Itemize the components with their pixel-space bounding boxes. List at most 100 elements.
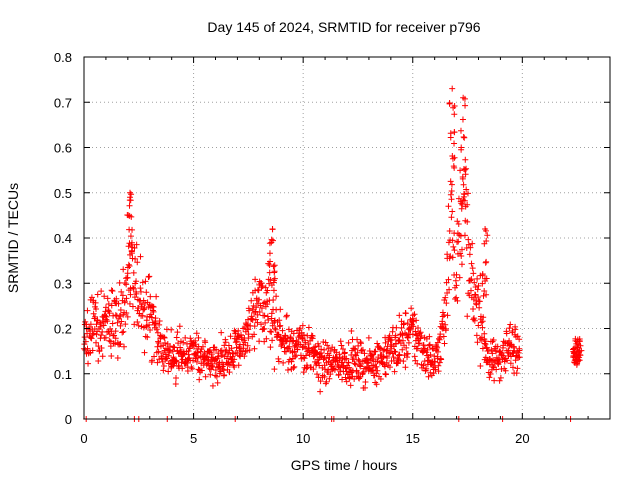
data-point: [411, 311, 418, 318]
data-point: [574, 344, 581, 351]
data-point: [577, 351, 584, 358]
data-point: [473, 301, 480, 308]
data-point: [348, 328, 355, 335]
data-point: [435, 362, 442, 369]
data-point: [201, 349, 208, 356]
data-point: [94, 316, 101, 323]
data-point: [476, 298, 483, 305]
data-point: [84, 345, 91, 352]
data-point: [479, 280, 486, 287]
data-point: [297, 325, 304, 332]
x-tick-label: 20: [515, 431, 529, 446]
data-point: [456, 274, 463, 281]
data-point: [382, 371, 389, 378]
data-point: [391, 348, 398, 355]
data-point: [386, 332, 393, 339]
data-point: [153, 326, 160, 333]
data-point: [240, 345, 247, 352]
data-point: [436, 359, 443, 366]
data-point: [300, 369, 307, 376]
data-point: [115, 300, 122, 307]
data-point: [447, 130, 454, 137]
data-point: [95, 343, 102, 350]
data-point: [481, 330, 488, 337]
data-point: [384, 343, 391, 350]
data-point: [475, 322, 482, 329]
data-point: [339, 376, 346, 383]
data-point: [193, 358, 200, 365]
data-point: [129, 284, 136, 291]
data-point: [199, 343, 206, 350]
data-point: [235, 327, 242, 334]
data-point: [102, 334, 109, 341]
data-point: [516, 336, 523, 343]
data-point: [479, 324, 486, 331]
data-point: [442, 294, 449, 301]
data-point: [434, 348, 441, 355]
data-point: [467, 277, 474, 284]
data-point: [461, 197, 468, 204]
data-point: [314, 371, 321, 378]
data-point: [379, 360, 386, 367]
data-point: [449, 85, 456, 92]
data-point: [186, 354, 193, 361]
data-point: [272, 325, 279, 332]
data-point: [303, 352, 310, 359]
data-point: [179, 365, 186, 372]
data-point: [125, 243, 132, 250]
data-point: [426, 342, 433, 349]
data-point: [420, 362, 427, 369]
data-point: [108, 287, 115, 294]
data-point: [451, 140, 458, 147]
data-point: [232, 328, 239, 335]
data-point: [302, 339, 309, 346]
data-point: [243, 347, 250, 354]
data-point: [386, 364, 393, 371]
data-point: [123, 310, 130, 317]
data-point: [352, 361, 359, 368]
data-point: [457, 127, 464, 134]
data-point: [270, 297, 277, 304]
data-point: [513, 370, 520, 377]
data-point: [459, 173, 466, 180]
data-point: [290, 330, 297, 337]
data-point: [451, 129, 458, 136]
data-point: [374, 340, 381, 347]
data-point: [404, 320, 411, 327]
data-point: [120, 266, 127, 273]
data-point: [514, 333, 521, 340]
data-point: [331, 366, 338, 373]
data-point: [140, 297, 147, 304]
data-point: [283, 313, 290, 320]
data-point: [457, 250, 464, 257]
data-point: [412, 328, 419, 335]
y-tick-label: 0.1: [54, 367, 72, 382]
data-point: [420, 342, 427, 349]
data-point: [440, 333, 447, 340]
data-point: [316, 362, 323, 369]
data-point: [395, 352, 402, 359]
data-point: [471, 317, 478, 324]
data-point: [486, 361, 493, 368]
data-point: [398, 324, 405, 331]
data-point: [214, 379, 221, 386]
data-point: [431, 353, 438, 360]
data-point: [129, 303, 136, 310]
data-point: [323, 378, 330, 385]
data-point: [578, 347, 585, 354]
data-point: [493, 347, 500, 354]
data-point: [170, 343, 177, 350]
data-point: [358, 347, 365, 354]
data-point: [256, 338, 263, 345]
data-point: [242, 339, 249, 346]
data-point: [393, 324, 400, 331]
data-point: [122, 321, 129, 328]
data-point: [133, 290, 140, 297]
data-point: [202, 339, 209, 346]
data-point: [106, 310, 113, 317]
data-point: [265, 316, 272, 323]
y-tick-label: 0.6: [54, 141, 72, 156]
data-point: [127, 189, 134, 196]
data-point: [271, 262, 278, 269]
data-point: [423, 365, 430, 372]
